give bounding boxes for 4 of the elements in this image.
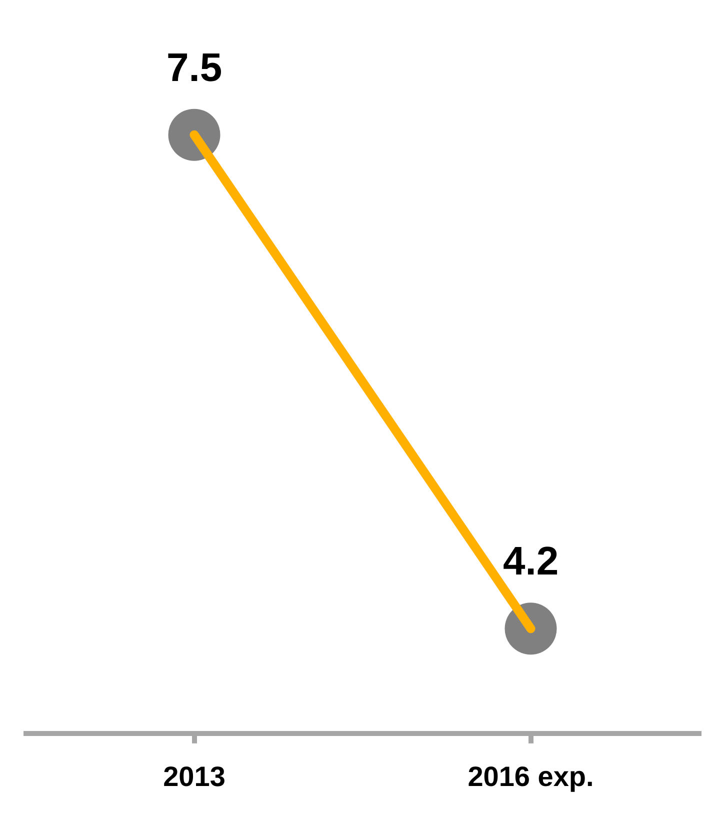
x-tick-label: 2013 bbox=[163, 760, 226, 792]
data-label: 7.5 bbox=[166, 46, 222, 90]
data-label: 4.2 bbox=[502, 540, 559, 584]
x-tick-label: 2016 exp. bbox=[468, 760, 594, 792]
